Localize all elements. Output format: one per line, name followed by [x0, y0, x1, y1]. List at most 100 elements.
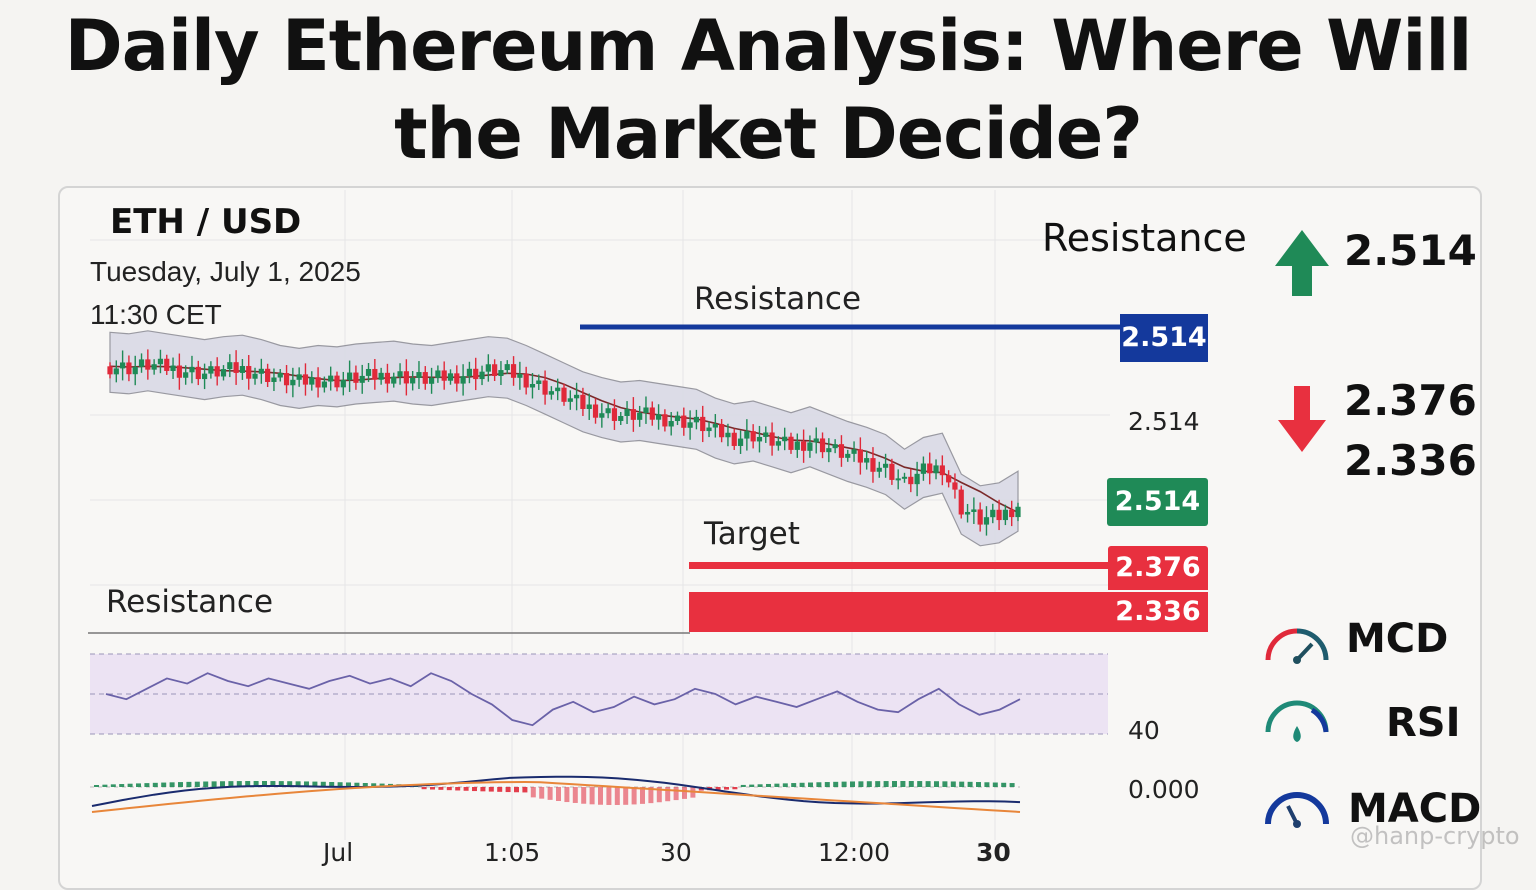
candle-body — [151, 364, 157, 370]
candle-body — [126, 362, 132, 375]
macd-histogram-bar — [472, 787, 477, 792]
candle-body — [725, 432, 731, 438]
candle-body — [485, 364, 491, 372]
macd-histogram-bar — [312, 781, 318, 787]
gauge-rsi-icon — [1265, 700, 1329, 742]
time-label: 11:30 CET — [90, 299, 222, 330]
candle-body — [252, 373, 258, 379]
candle-body — [309, 377, 315, 385]
macd-histogram-bar — [724, 787, 729, 790]
macd-histogram-bar — [757, 784, 763, 787]
candle-body — [712, 424, 718, 428]
candle-body — [750, 431, 756, 442]
macd-histogram-bar — [278, 781, 284, 787]
macd-histogram-bar — [589, 787, 595, 805]
candle-body — [952, 482, 958, 490]
macd-histogram-bar — [833, 781, 839, 787]
macd-histogram-bar — [656, 787, 662, 803]
candle-body — [365, 368, 372, 376]
macd-histogram-bar — [732, 787, 738, 790]
candle-body — [189, 366, 195, 373]
page-title: Daily Ethereum Analysis: Where Will the … — [0, 2, 1536, 178]
macd-histogram-bar — [984, 782, 990, 787]
candle-body — [870, 458, 876, 472]
x-tick-label: 12:00 — [818, 838, 891, 867]
macd-histogram-bar — [942, 781, 948, 787]
candle-body — [195, 366, 201, 380]
page-title-line-2: the Market Decide? — [394, 93, 1143, 175]
macd-histogram-bar — [178, 782, 183, 787]
macd-histogram-bar — [816, 782, 822, 787]
candle-body — [416, 372, 422, 378]
macd-histogram-bar — [648, 787, 654, 804]
candle-body — [138, 359, 145, 367]
macd-histogram-bar — [547, 787, 553, 800]
watermark: @hanp-crypto — [1350, 822, 1520, 850]
candle-body — [977, 509, 983, 525]
macd-histogram-bar — [564, 787, 570, 803]
candle-body — [700, 416, 706, 432]
macd-histogram-bar — [245, 781, 251, 787]
candle-body — [681, 415, 687, 428]
candle-body — [113, 368, 119, 375]
candle-body — [744, 431, 750, 439]
candle-body — [649, 407, 655, 420]
macd-histogram-bar — [169, 782, 175, 787]
indicator-rsi-label: RSI — [1386, 700, 1461, 746]
candle-body — [1002, 509, 1008, 521]
macd-histogram-bar — [186, 781, 192, 787]
candle-body — [939, 465, 945, 476]
candle-body — [359, 375, 365, 383]
candle-body — [788, 436, 794, 450]
candle-body — [460, 376, 466, 384]
candle-body — [422, 372, 428, 384]
macd-histogram-bar — [262, 781, 267, 787]
candle-body — [611, 408, 618, 421]
candle-body — [864, 458, 870, 463]
candle-body — [479, 371, 485, 380]
candle-body — [882, 463, 889, 468]
sidebar-resistance-value: 2.514 — [1344, 226, 1477, 275]
macd-histogram-bar — [505, 787, 511, 793]
candle-body — [763, 432, 769, 437]
macd-histogram-bar — [959, 781, 965, 787]
macd-histogram-bar — [892, 781, 897, 787]
macd-histogram-bar — [94, 785, 99, 787]
candle-body — [523, 373, 529, 388]
candle-body — [271, 377, 277, 382]
candle-body — [580, 394, 586, 409]
macd-histogram-bar — [572, 787, 578, 803]
macd-histogram-bar — [480, 787, 486, 792]
resistance-left-label: Resistance — [106, 584, 274, 620]
sidebar-target-2: 2.336 — [1344, 436, 1477, 485]
candle-body — [687, 422, 693, 428]
macd-histogram-bar — [715, 787, 721, 790]
candle-body — [340, 379, 346, 388]
candle-body — [321, 381, 327, 388]
macd-histogram-bar — [488, 787, 494, 792]
candle-body — [845, 453, 851, 458]
candle-body — [391, 376, 397, 384]
candle-body — [372, 368, 378, 380]
candle-body — [933, 465, 939, 474]
candle-body — [914, 473, 920, 485]
macd-histogram-bar — [976, 782, 981, 787]
candle-body — [353, 372, 359, 383]
candle-body — [958, 489, 964, 515]
macd-histogram-bar — [194, 781, 200, 787]
candle-body — [561, 387, 567, 402]
candle-body — [586, 404, 592, 409]
macd-histogram-bar — [136, 783, 141, 787]
macd-histogram-bar — [253, 781, 259, 787]
candle-body — [655, 414, 662, 420]
macd-histogram-bar — [749, 784, 755, 787]
candle-body — [441, 370, 447, 381]
candle-body — [832, 444, 838, 449]
macd-histogram-bar — [614, 787, 620, 805]
page-title-line-1: Daily Ethereum Analysis: Where Will — [64, 5, 1473, 87]
macd-histogram-bar — [329, 781, 335, 787]
candle-body — [819, 438, 826, 453]
candle-body — [233, 362, 239, 373]
candle-body — [347, 372, 353, 380]
candle-body — [447, 373, 454, 381]
